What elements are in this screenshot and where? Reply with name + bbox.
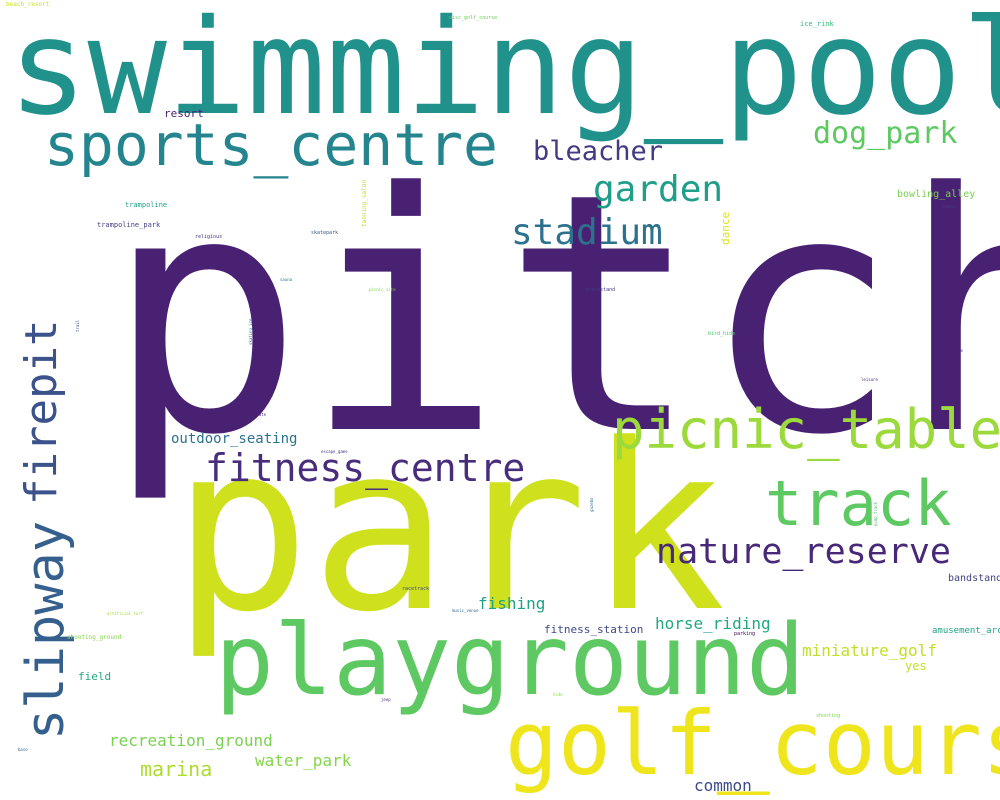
word-gazebo: gazebo [589, 497, 594, 512]
word-tanning-salon: tanning_salon [361, 180, 368, 227]
word-disc-golf-course: disc_golf_course [449, 15, 498, 21]
word-common: common [694, 776, 752, 795]
word-music-venue: music_venue [452, 608, 479, 613]
word-pump-track: pump_track [873, 501, 878, 526]
word-miniature-golf: miniature_golf [802, 641, 937, 660]
word-recreation-ground: recreation_ground [109, 731, 273, 750]
word-swimming-pool: swimming_pool [8, 0, 1000, 145]
word-comedy: comedy [942, 204, 957, 209]
word-hide: hide [553, 692, 563, 697]
word-racetrack: racetrack [402, 586, 430, 592]
word-playground: playground [215, 604, 806, 718]
word-resort: resort [164, 107, 204, 120]
word-yes: yes [905, 659, 927, 673]
word-skating-ice: skating_ice [248, 318, 253, 346]
word-nature-reserve: nature_reserve [656, 532, 952, 572]
word-fitness-station: fitness_station [544, 623, 644, 636]
word-skate: skate [254, 412, 267, 417]
word-grandstand: grandstand [585, 287, 616, 293]
word-outdoor-seating: outdoor_seating [171, 431, 298, 447]
word-track: track [765, 467, 952, 540]
word-bowling-alley: bowling_alley [897, 189, 976, 200]
word-dance: dance [719, 211, 732, 245]
word-trampoline-park: trampoline_park [97, 221, 161, 229]
word-slipway: slipway [16, 520, 76, 740]
word-golf-course: golf_course [505, 692, 1000, 795]
word-horse-riding: horse_riding [655, 614, 771, 633]
word-leisure: leisure [861, 377, 878, 382]
word-sauna: sauna [280, 277, 293, 282]
word-firepit: firepit [16, 319, 67, 505]
word-picnic-site: picnic_site [369, 287, 396, 292]
word-parking: parking [734, 631, 756, 637]
word-amusement-arcade: amusement_arcade [932, 626, 1000, 636]
word-shooting-ground: shooting_ground [67, 634, 122, 641]
word-bird-hide: bird_hide [708, 331, 736, 337]
word-jeep: jeep [381, 697, 391, 702]
word-trail: trail [75, 319, 80, 332]
word-religious: religious [195, 234, 223, 240]
word-field: field [78, 670, 112, 683]
word-beach-resort: beach_resort [6, 1, 50, 8]
word-trampoline: trampoline [125, 201, 168, 209]
word-bandstand: bandstand [948, 573, 1000, 584]
word-garden: garden [593, 169, 724, 210]
word-passive: Passive [946, 348, 963, 353]
word-bleacher: bleacher [533, 136, 664, 167]
word-fitness-centre: fitness_centre [205, 446, 526, 490]
word-stadium: stadium [511, 212, 663, 253]
word-sports-centre: sports_centre [44, 111, 498, 179]
word-marina: marina [140, 757, 213, 781]
word-ice-rink: ice_rink [800, 20, 834, 28]
word-base: base [18, 747, 28, 752]
word-skatepark: skatepark [311, 230, 339, 236]
word-escape-game: escape_game [321, 449, 348, 454]
word-shooting: shooting [816, 713, 841, 719]
word-park: park [172, 396, 726, 663]
word-pitch: pitch [105, 123, 1000, 507]
word-water-park: water_park [255, 751, 352, 770]
word-picnic-table: picnic_table [612, 398, 1000, 461]
word-dog-park: dog_park [813, 116, 958, 151]
word-artificial-turf: artificial_turf [107, 611, 144, 616]
word-fishing: fishing [478, 594, 546, 613]
